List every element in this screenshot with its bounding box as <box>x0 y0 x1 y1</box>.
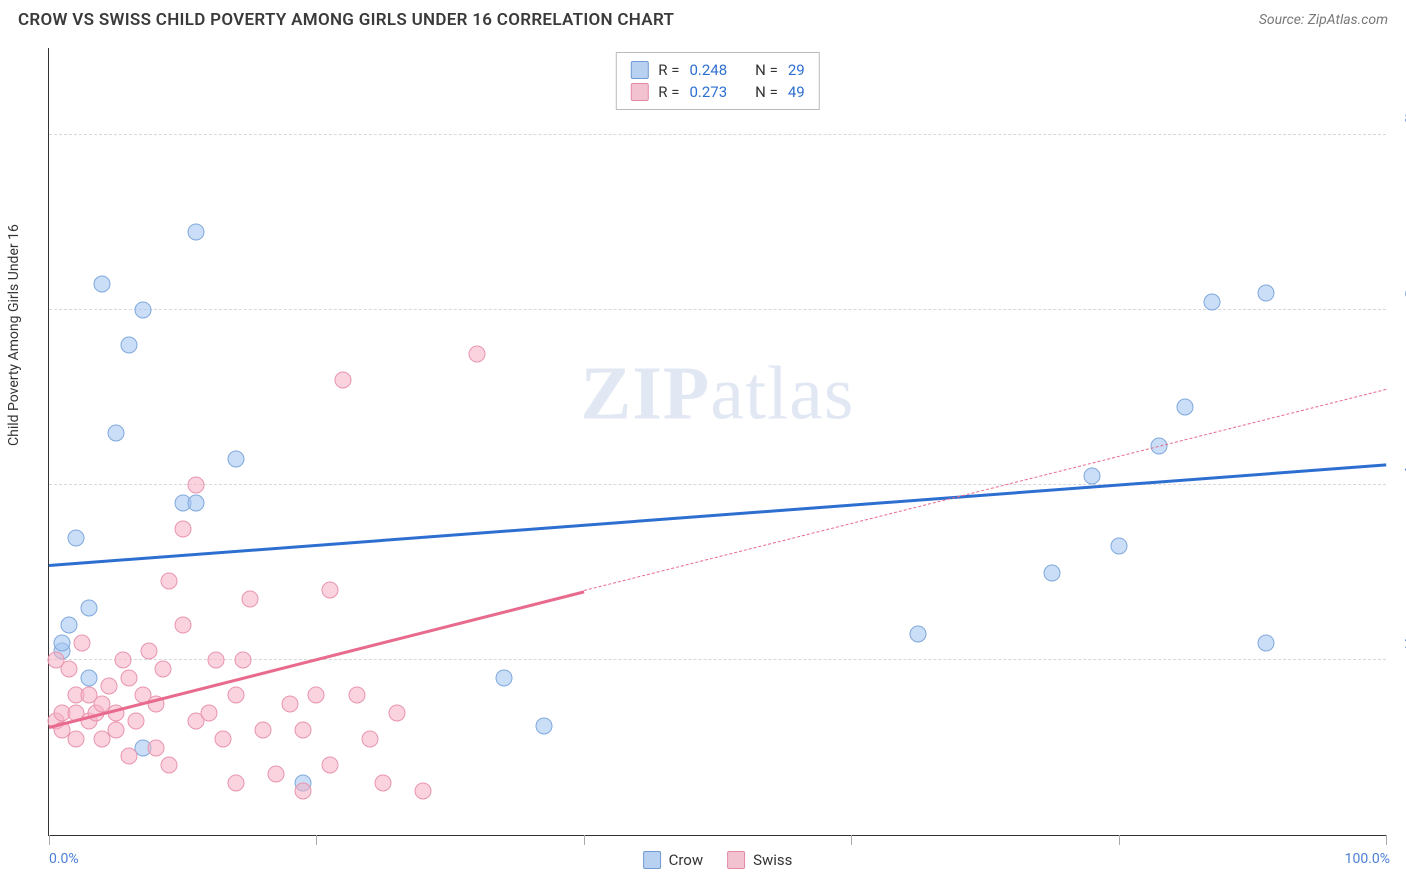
data-point <box>308 687 325 704</box>
data-point <box>81 599 98 616</box>
data-point <box>1083 468 1100 485</box>
legend-swatch <box>727 851 745 869</box>
legend-swatch <box>643 851 661 869</box>
data-point <box>375 774 392 791</box>
data-point <box>174 617 191 634</box>
data-point <box>388 704 405 721</box>
data-point <box>415 783 432 800</box>
data-point <box>121 748 138 765</box>
data-point <box>321 582 338 599</box>
data-point <box>147 739 164 756</box>
legend-stats: R = 0.248 N = 29 R = 0.273 N = 49 <box>615 52 819 110</box>
legend-label: Swiss <box>753 851 792 869</box>
data-point <box>241 590 258 607</box>
data-point <box>94 276 111 293</box>
legend-item: Swiss <box>727 851 792 869</box>
gridline <box>49 309 1386 310</box>
x-tick <box>1119 835 1120 845</box>
y-axis-title: Child Poverty Among Girls Under 16 <box>6 224 22 446</box>
data-point <box>254 722 271 739</box>
data-point <box>1257 284 1274 301</box>
chart-header: CROW VS SWISS CHILD POVERTY AMONG GIRLS … <box>0 0 1406 36</box>
data-point <box>1177 398 1194 415</box>
data-point <box>201 704 218 721</box>
source-attribution: Source: ZipAtlas.com <box>1259 12 1388 28</box>
data-point <box>67 529 84 546</box>
data-point <box>208 652 225 669</box>
data-point <box>61 617 78 634</box>
data-point <box>174 520 191 537</box>
data-point <box>281 695 298 712</box>
data-point <box>188 494 205 511</box>
x-tick <box>1386 835 1387 845</box>
legend-n-value: 29 <box>788 61 805 79</box>
data-point <box>121 337 138 354</box>
data-point <box>121 669 138 686</box>
legend-r-value: 0.248 <box>689 61 727 79</box>
data-point <box>228 774 245 791</box>
x-tick <box>316 835 317 845</box>
legend-stat-row: R = 0.248 N = 29 <box>630 59 804 81</box>
chart-title: CROW VS SWISS CHILD POVERTY AMONG GIRLS … <box>18 10 674 30</box>
data-point <box>114 652 131 669</box>
trend-line <box>584 389 1386 591</box>
gridline <box>49 484 1386 485</box>
legend-series: Crow Swiss <box>643 851 793 869</box>
data-point <box>295 722 312 739</box>
legend-r-label: R = <box>658 83 679 101</box>
data-point <box>335 372 352 389</box>
legend-r-label: R = <box>658 61 679 79</box>
data-point <box>495 669 512 686</box>
data-point <box>228 687 245 704</box>
data-point <box>101 678 118 695</box>
data-point <box>361 730 378 747</box>
x-tick <box>49 835 50 845</box>
legend-r-value: 0.273 <box>689 83 727 101</box>
legend-item: Crow <box>643 851 704 869</box>
legend-swatch <box>630 61 648 79</box>
data-point <box>54 634 71 651</box>
data-point <box>188 223 205 240</box>
x-axis-min-label: 0.0% <box>49 851 79 867</box>
data-point <box>74 634 91 651</box>
legend-stat-row: R = 0.273 N = 49 <box>630 81 804 103</box>
data-point <box>141 643 158 660</box>
data-point <box>67 730 84 747</box>
data-point <box>107 424 124 441</box>
legend-n-label: N = <box>755 83 778 101</box>
data-point <box>214 730 231 747</box>
data-point <box>295 783 312 800</box>
data-point <box>154 660 171 677</box>
x-tick <box>584 835 585 845</box>
data-point <box>161 757 178 774</box>
data-point <box>1257 634 1274 651</box>
data-point <box>1204 293 1221 310</box>
trend-line <box>49 463 1386 567</box>
data-point <box>81 669 98 686</box>
gridline <box>49 134 1386 135</box>
data-point <box>535 717 552 734</box>
legend-n-value: 49 <box>788 83 805 101</box>
data-point <box>468 346 485 363</box>
x-axis-max-label: 100.0% <box>1345 851 1390 867</box>
legend-n-label: N = <box>755 61 778 79</box>
data-point <box>107 722 124 739</box>
data-point <box>1043 564 1060 581</box>
data-point <box>61 660 78 677</box>
data-point <box>1110 538 1127 555</box>
chart-plot-area: 20.0%40.0%60.0%80.0% R =0.248N =29R =0.2… <box>48 48 1386 836</box>
data-point <box>234 652 251 669</box>
x-tick <box>851 835 852 845</box>
data-point <box>134 302 151 319</box>
legend-swatch <box>630 83 648 101</box>
data-point <box>910 625 927 642</box>
legend-label: Crow <box>669 851 704 869</box>
data-point <box>348 687 365 704</box>
data-point <box>127 713 144 730</box>
data-point <box>228 451 245 468</box>
data-point <box>161 573 178 590</box>
data-point <box>188 477 205 494</box>
data-point <box>321 757 338 774</box>
data-point <box>268 765 285 782</box>
